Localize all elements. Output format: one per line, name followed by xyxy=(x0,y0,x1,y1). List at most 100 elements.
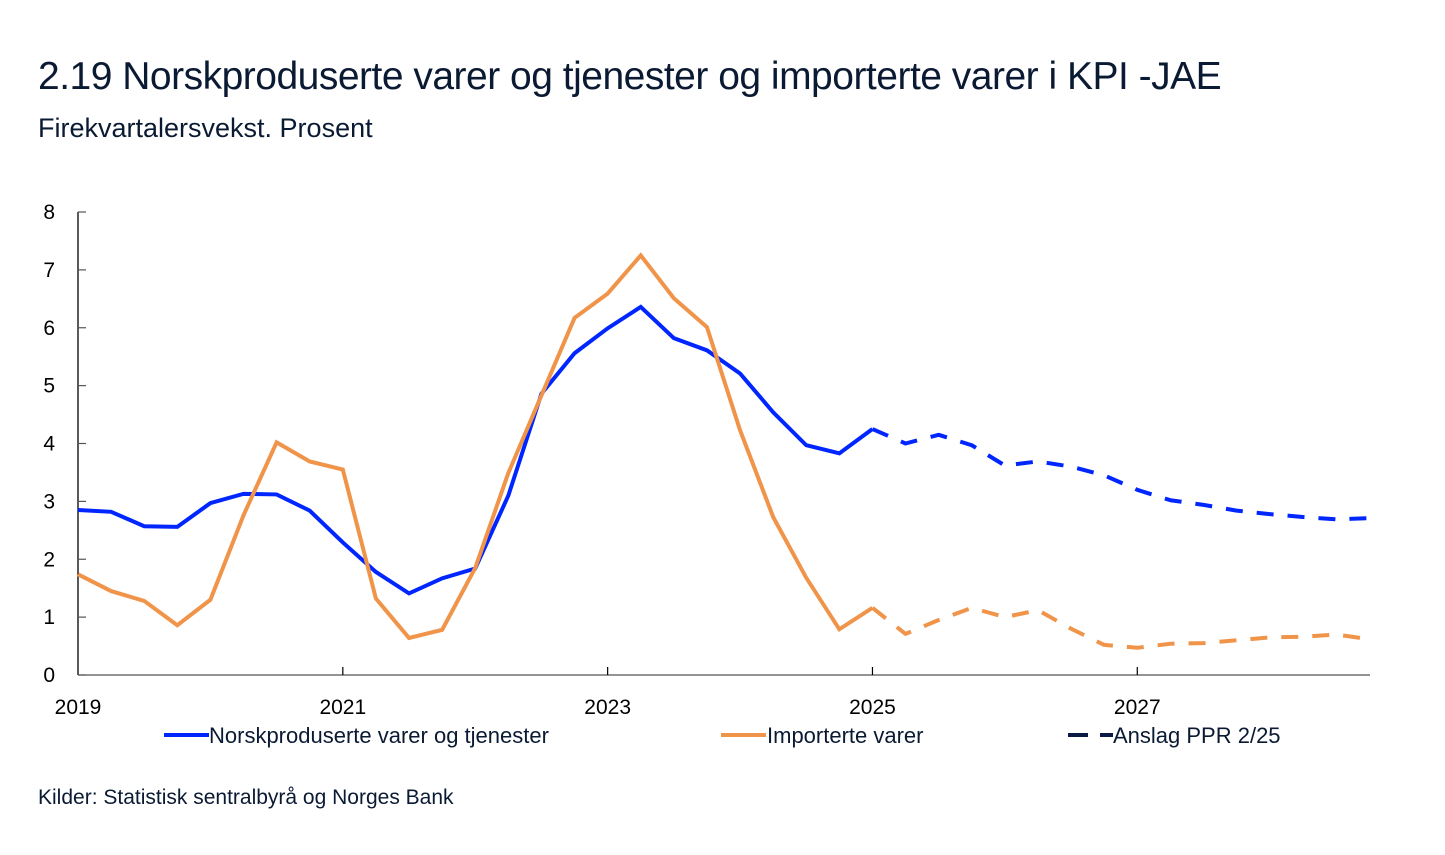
data-point xyxy=(440,628,444,632)
data-point xyxy=(539,393,543,397)
data-point xyxy=(705,325,709,329)
data-point xyxy=(606,292,610,296)
data-point xyxy=(1201,503,1205,507)
data-point xyxy=(1036,459,1040,463)
source-note: Kilder: Statistisk sentralbyrå og Norges… xyxy=(38,786,454,809)
y-tick-label: 6 xyxy=(43,317,55,340)
data-point xyxy=(1135,488,1139,492)
data-point xyxy=(1235,638,1239,642)
series-line-import xyxy=(77,252,874,641)
data-point xyxy=(1069,465,1073,469)
data-point xyxy=(1334,632,1338,636)
data-point xyxy=(904,632,908,636)
data-point xyxy=(870,606,874,610)
legend-label: Importerte varer xyxy=(767,723,924,748)
data-point xyxy=(672,296,676,300)
chart-title: 2.19 Norskproduserte varer og tjenester … xyxy=(38,55,1222,98)
data-point xyxy=(208,501,212,505)
data-point xyxy=(970,606,974,610)
data-point xyxy=(407,636,411,640)
data-point xyxy=(473,566,477,570)
x-tick-label: 2023 xyxy=(584,696,631,719)
data-point xyxy=(937,433,941,437)
data-point xyxy=(804,443,808,447)
data-point xyxy=(870,427,874,431)
data-point xyxy=(1235,509,1239,513)
data-point xyxy=(76,508,80,512)
data-point xyxy=(308,509,312,513)
data-point xyxy=(1201,641,1205,645)
data-point xyxy=(639,305,643,309)
data-point xyxy=(1102,643,1106,647)
data-point xyxy=(175,623,179,627)
data-point xyxy=(804,576,808,580)
data-point xyxy=(1301,515,1305,519)
data-point xyxy=(1301,635,1305,639)
legend-label: Anslag PPR 2/25 xyxy=(1113,723,1281,748)
data-point xyxy=(837,451,841,455)
series-lines xyxy=(76,252,1371,650)
legend: Norskproduserte varer og tjenester Import… xyxy=(164,723,1281,748)
data-point xyxy=(1268,512,1272,516)
data-point xyxy=(1168,498,1172,502)
data-point xyxy=(1168,642,1172,646)
series-line-norsk xyxy=(77,304,874,596)
data-point xyxy=(109,589,113,593)
data-point xyxy=(76,572,80,576)
data-point xyxy=(573,316,577,320)
data-point xyxy=(1102,473,1106,477)
data-point xyxy=(242,513,246,517)
data-point xyxy=(1367,637,1371,641)
data-point xyxy=(506,494,510,498)
legend-label: Norskproduserte varer og tjenester xyxy=(209,723,549,748)
data-point xyxy=(837,627,841,631)
y-tick-label: 1 xyxy=(43,606,55,629)
x-tick-label: 2025 xyxy=(849,696,896,719)
data-point xyxy=(142,524,146,528)
data-point xyxy=(1036,608,1040,612)
data-point xyxy=(606,326,610,330)
data-point xyxy=(1135,646,1139,650)
data-point xyxy=(506,471,510,475)
x-tick-label: 2019 xyxy=(55,696,102,719)
data-point xyxy=(1367,516,1371,520)
data-point xyxy=(1334,517,1338,521)
forecast-line-import xyxy=(871,605,1370,650)
data-point xyxy=(142,599,146,603)
y-tick-label: 2 xyxy=(43,548,55,571)
data-point xyxy=(374,597,378,601)
data-point xyxy=(738,428,742,432)
data-point xyxy=(639,253,643,257)
y-tick-label: 3 xyxy=(43,490,55,513)
data-point xyxy=(109,510,113,514)
data-point xyxy=(672,336,676,340)
data-point xyxy=(771,515,775,519)
y-tick-label: 4 xyxy=(43,433,55,456)
data-point xyxy=(440,576,444,580)
forecast-line-norsk xyxy=(871,427,1370,522)
data-point xyxy=(208,598,212,602)
data-point xyxy=(341,540,345,544)
data-point xyxy=(341,468,345,472)
data-point xyxy=(242,492,246,496)
data-point xyxy=(705,348,709,352)
data-point xyxy=(970,443,974,447)
data-point xyxy=(374,570,378,574)
y-tick-label: 7 xyxy=(43,259,55,282)
data-point xyxy=(308,459,312,463)
axes: 0 1 2 3 4 5 6 7 8 2019 2021 2023 2025 2027 xyxy=(43,201,1370,719)
data-point xyxy=(1003,615,1007,619)
data-point xyxy=(904,442,908,446)
data-point xyxy=(1003,463,1007,467)
data-point xyxy=(771,410,775,414)
y-tick-label: 8 xyxy=(43,201,55,224)
data-point xyxy=(738,371,742,375)
x-tick-label: 2027 xyxy=(1114,696,1161,719)
data-point xyxy=(1268,635,1272,639)
y-tick-label: 0 xyxy=(43,664,55,687)
data-point xyxy=(275,492,279,496)
data-point xyxy=(175,525,179,529)
data-point xyxy=(275,440,279,444)
data-point xyxy=(407,591,411,595)
